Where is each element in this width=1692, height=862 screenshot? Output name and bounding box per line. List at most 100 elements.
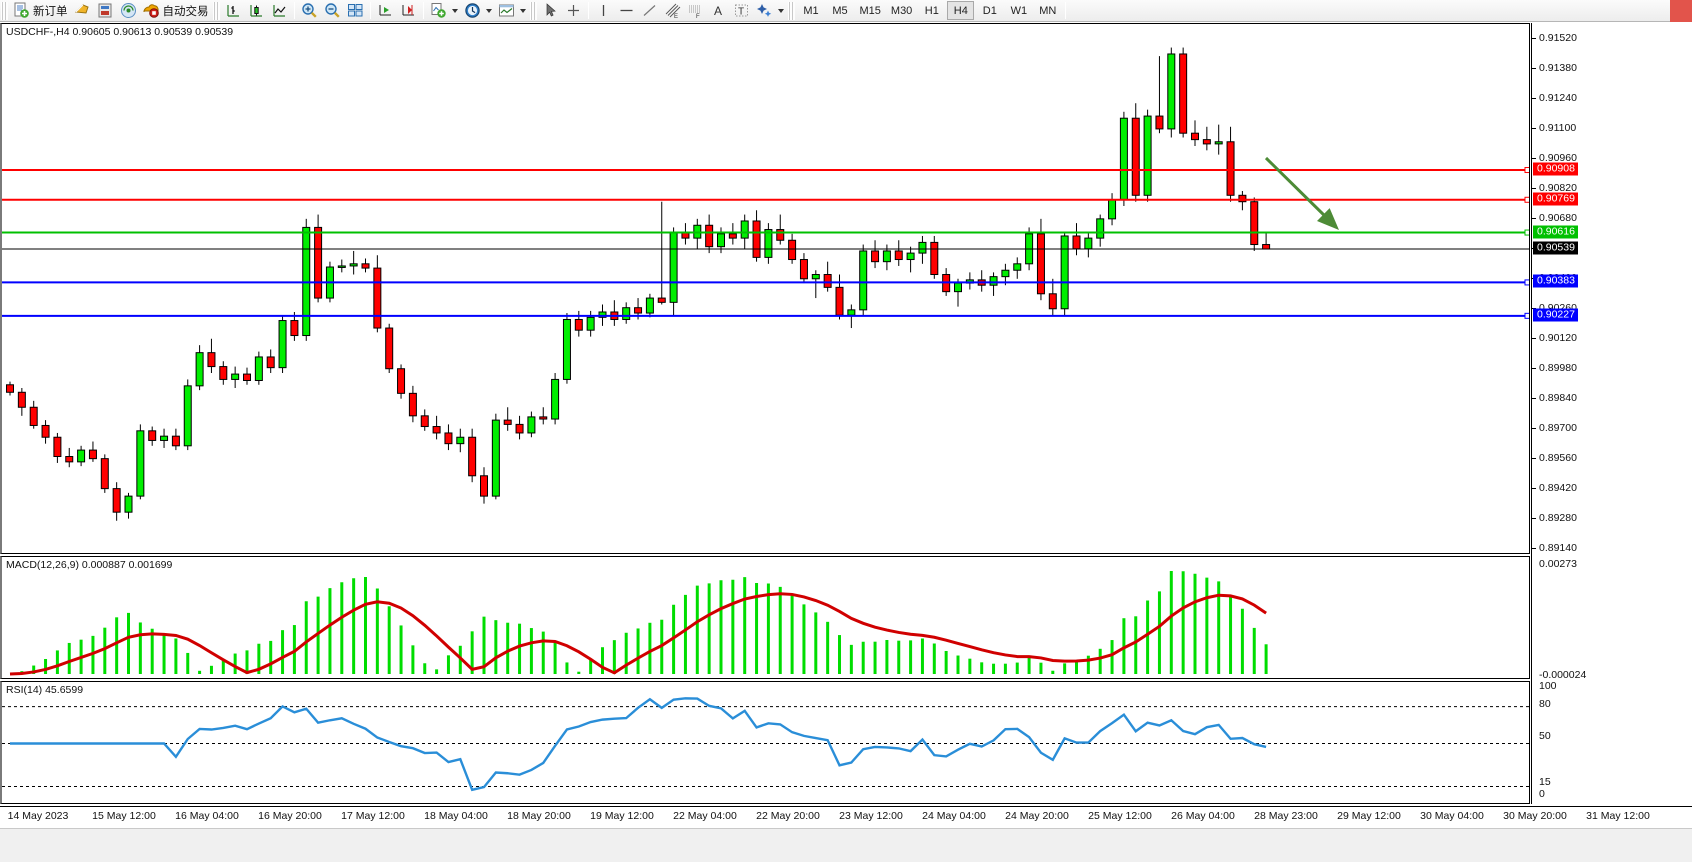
timeframe-h4[interactable]: H4 bbox=[947, 1, 975, 20]
price-tick bbox=[1532, 427, 1536, 429]
resistance-1-tag[interactable]: 0.90908 bbox=[1533, 162, 1578, 176]
macd-top-label: 0.00273 bbox=[1539, 558, 1577, 570]
price-tick-label: 0.90680 bbox=[1539, 211, 1577, 224]
timeframe-w1[interactable]: W1 bbox=[1010, 4, 1028, 17]
signals-icon bbox=[120, 2, 137, 19]
metaeditor-button[interactable] bbox=[71, 1, 94, 21]
price-axis[interactable]: 0.91520 0.91380 0.91240 0.91100 0.90960 0.908… bbox=[1531, 23, 1692, 804]
cursor-tool[interactable] bbox=[539, 1, 562, 21]
close-window-button[interactable] bbox=[1670, 0, 1692, 22]
line-chart-icon bbox=[271, 2, 288, 19]
equidistant-channel-icon: E bbox=[664, 2, 681, 20]
price-tick-label: 0.89700 bbox=[1539, 421, 1577, 434]
bar-chart-button[interactable] bbox=[222, 1, 245, 21]
time-tick-label: 30 May 20:00 bbox=[1503, 810, 1567, 822]
status-bar bbox=[0, 828, 1692, 862]
vertical-line-tool[interactable] bbox=[592, 1, 615, 21]
resistance-2-tag[interactable]: 0.90769 bbox=[1533, 192, 1578, 206]
toolbar-grip-2[interactable] bbox=[212, 1, 220, 20]
time-tick-label: 22 May 20:00 bbox=[756, 810, 820, 822]
timeframe-h1[interactable]: H1 bbox=[924, 4, 939, 17]
tile-windows-button[interactable] bbox=[344, 1, 367, 21]
main-toolbar: 新订单 bbox=[0, 0, 1692, 22]
zoom-in-button[interactable] bbox=[298, 1, 321, 21]
price-tick-label: 0.89560 bbox=[1539, 451, 1577, 464]
chevron-down-icon-4[interactable] bbox=[777, 8, 784, 13]
arrow-cursor-icon bbox=[542, 2, 559, 19]
metaeditor-icon bbox=[74, 2, 91, 19]
price-tick bbox=[1532, 397, 1536, 399]
trendline-tool[interactable] bbox=[638, 1, 661, 21]
time-tick-label: 16 May 04:00 bbox=[175, 810, 239, 822]
zoom-out-button[interactable] bbox=[321, 1, 344, 21]
time-tick-label: 29 May 12:00 bbox=[1337, 810, 1401, 822]
macd-label: MACD(12,26,9) 0.000887 0.001699 bbox=[6, 559, 173, 571]
timeframe-m1[interactable]: M1 bbox=[803, 4, 819, 17]
chart-shift-button[interactable] bbox=[397, 1, 420, 21]
auto-scroll-button[interactable] bbox=[374, 1, 397, 21]
macd-pane[interactable]: MACD(12,26,9) 0.000887 0.001699 bbox=[0, 556, 1530, 679]
templates-button[interactable] bbox=[495, 1, 529, 21]
price-tick bbox=[1532, 127, 1536, 129]
new-order-label: 新订单 bbox=[33, 5, 68, 18]
equidistant-channel-tool[interactable]: E bbox=[661, 1, 684, 21]
label-tool[interactable]: T bbox=[730, 1, 753, 21]
price-pane[interactable]: USDCHF-,H4 0.90605 0.90613 0.90539 0.905… bbox=[0, 23, 1530, 554]
timeframe-m30[interactable]: M30 bbox=[890, 4, 913, 17]
autotrading-label: 自动交易 bbox=[162, 5, 209, 18]
zoom-in-icon bbox=[301, 2, 318, 19]
indicators-icon bbox=[430, 2, 447, 19]
autotrading-button[interactable]: 自动交易 bbox=[140, 1, 212, 21]
chevron-down-icon[interactable] bbox=[451, 8, 458, 13]
expert-advisors-button[interactable] bbox=[94, 1, 117, 21]
text-tool[interactable]: A bbox=[707, 1, 730, 21]
timeframe-mn[interactable]: MN bbox=[1039, 4, 1057, 17]
support-green-tag[interactable]: 0.90616 bbox=[1533, 225, 1578, 239]
macd-plot bbox=[9, 571, 1268, 676]
price-tick bbox=[1532, 517, 1536, 519]
new-order-button[interactable]: 新订单 bbox=[10, 1, 71, 21]
toolbar-grip-4[interactable] bbox=[787, 1, 795, 20]
time-axis[interactable]: 14 May 2023 15 May 12:00 16 May 04:00 16 Ma… bbox=[0, 806, 1692, 828]
shapes-icon bbox=[756, 2, 773, 19]
time-tick-label: 17 May 12:00 bbox=[341, 810, 405, 822]
price-tick bbox=[1532, 37, 1536, 39]
chevron-down-icon-3[interactable] bbox=[519, 8, 526, 13]
time-tick-label: 30 May 04:00 bbox=[1420, 810, 1484, 822]
indicators-button[interactable] bbox=[427, 1, 461, 21]
horizontal-line-tool[interactable] bbox=[615, 1, 638, 21]
candlestick-chart-button[interactable] bbox=[245, 1, 268, 21]
price-tick bbox=[1532, 487, 1536, 489]
toolbar-separator-3 bbox=[422, 2, 424, 19]
toolbar-grip[interactable] bbox=[1, 1, 8, 20]
toolbar-separator-5 bbox=[1065, 2, 1067, 19]
rsi-tick-label: 80 bbox=[1539, 698, 1551, 710]
svg-text:A: A bbox=[714, 4, 722, 18]
chart-area[interactable]: USDCHF-,H4 0.90605 0.90613 0.90539 0.905… bbox=[0, 23, 1692, 862]
toolbar-grip-3[interactable] bbox=[529, 1, 537, 20]
crosshair-tool[interactable] bbox=[562, 1, 585, 21]
fibonacci-tool[interactable]: F bbox=[684, 1, 707, 21]
current-price-tag[interactable]: 0.90539 bbox=[1533, 241, 1578, 255]
signals-button[interactable] bbox=[117, 1, 140, 21]
price-tick bbox=[1532, 67, 1536, 69]
auto-scroll-icon bbox=[377, 2, 394, 19]
price-tick bbox=[1532, 367, 1536, 369]
line-chart-button[interactable] bbox=[268, 1, 291, 21]
price-tick-label: 0.91380 bbox=[1539, 61, 1577, 74]
expert-advisors-icon bbox=[97, 2, 114, 19]
price-tick-label: 0.89840 bbox=[1539, 391, 1577, 404]
autotrading-icon bbox=[143, 2, 160, 19]
chevron-down-icon-2[interactable] bbox=[485, 8, 492, 13]
support-2-tag[interactable]: 0.90227 bbox=[1533, 308, 1578, 322]
tile-windows-icon bbox=[347, 2, 364, 19]
rsi-pane[interactable]: RSI(14) 45.6599 bbox=[0, 681, 1530, 804]
timeframe-m5[interactable]: M5 bbox=[832, 4, 848, 17]
timeframe-m15[interactable]: M15 bbox=[859, 4, 881, 17]
shapes-tool[interactable] bbox=[753, 1, 787, 21]
support-1-tag[interactable]: 0.90383 bbox=[1533, 274, 1578, 288]
down-arrow-annotation bbox=[1264, 156, 1339, 230]
timeframe-d1[interactable]: D1 bbox=[982, 4, 997, 17]
text-icon: A bbox=[710, 2, 727, 19]
periods-button[interactable] bbox=[461, 1, 495, 21]
